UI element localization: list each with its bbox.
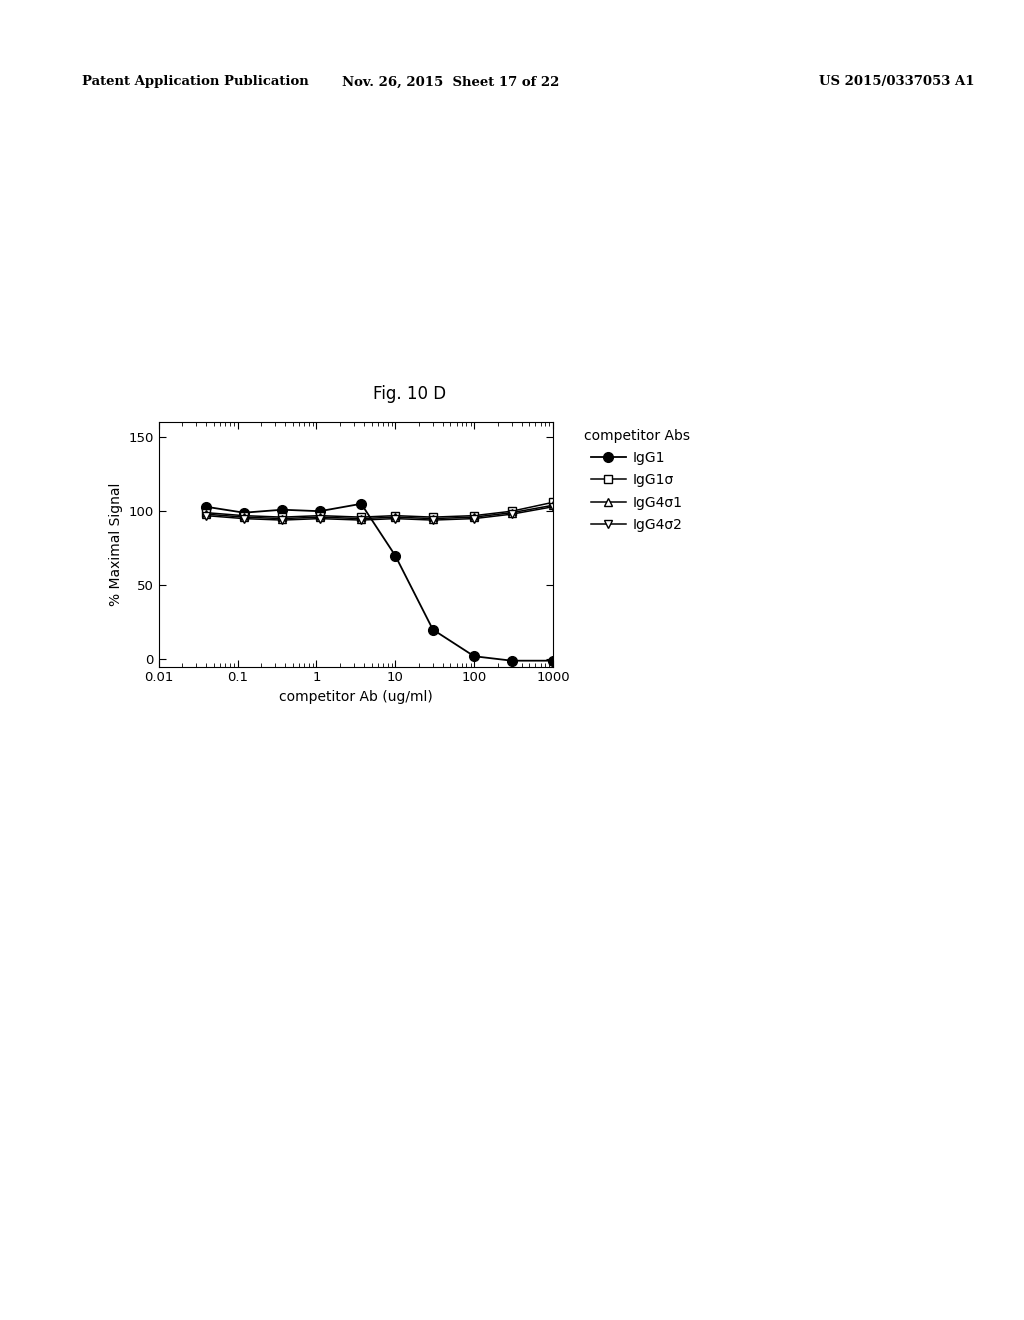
IgG4σ1 <box>313 510 326 525</box>
IgG1σ <box>547 495 559 511</box>
IgG4σ1 <box>547 498 559 513</box>
IgG1 <box>355 496 368 512</box>
IgG1 <box>276 502 289 517</box>
IgG4σ2 <box>200 508 212 524</box>
Line: IgG4σ1: IgG4σ1 <box>202 502 557 523</box>
IgG4σ1 <box>468 510 480 525</box>
IgG1σ <box>389 508 401 524</box>
IgG4σ2 <box>276 512 289 528</box>
IgG4σ1 <box>427 511 439 527</box>
Text: Patent Application Publication: Patent Application Publication <box>82 75 308 88</box>
IgG1 <box>389 548 401 564</box>
Line: IgG1σ: IgG1σ <box>202 498 557 521</box>
IgG4σ1 <box>200 507 212 523</box>
IgG4σ2 <box>547 499 559 515</box>
Y-axis label: % Maximal Signal: % Maximal Signal <box>109 483 123 606</box>
IgG1 <box>238 504 250 520</box>
Line: IgG4σ2: IgG4σ2 <box>202 503 557 524</box>
IgG1 <box>200 499 212 515</box>
IgG4σ1 <box>276 511 289 527</box>
IgG4σ1 <box>355 511 368 527</box>
IgG4σ2 <box>313 511 326 527</box>
IgG1 <box>547 653 559 669</box>
IgG1 <box>506 653 518 669</box>
Text: US 2015/0337053 A1: US 2015/0337053 A1 <box>819 75 975 88</box>
Legend: IgG1, IgG1σ, IgG4σ1, IgG4σ2: IgG1, IgG1σ, IgG4σ1, IgG4σ2 <box>580 425 694 536</box>
IgG4σ2 <box>468 511 480 527</box>
IgG4σ2 <box>427 512 439 528</box>
IgG1 <box>468 648 480 664</box>
IgG1σ <box>313 508 326 524</box>
IgG1σ <box>468 508 480 524</box>
IgG1σ <box>355 510 368 525</box>
IgG1 <box>313 503 326 519</box>
IgG1σ <box>238 508 250 524</box>
IgG4σ2 <box>238 511 250 527</box>
Line: IgG1: IgG1 <box>202 499 558 665</box>
IgG4σ1 <box>238 510 250 525</box>
IgG1σ <box>506 503 518 519</box>
IgG1σ <box>276 510 289 525</box>
IgG1σ <box>200 504 212 520</box>
IgG4σ1 <box>389 510 401 525</box>
X-axis label: competitor Ab (ug/ml): competitor Ab (ug/ml) <box>279 690 433 704</box>
IgG4σ1 <box>506 504 518 520</box>
IgG4σ2 <box>506 507 518 523</box>
IgG1σ <box>427 510 439 525</box>
IgG1 <box>427 622 439 638</box>
IgG4σ2 <box>355 512 368 528</box>
IgG4σ2 <box>389 511 401 527</box>
Text: Nov. 26, 2015  Sheet 17 of 22: Nov. 26, 2015 Sheet 17 of 22 <box>342 75 559 88</box>
Text: Fig. 10 D: Fig. 10 D <box>373 384 446 403</box>
